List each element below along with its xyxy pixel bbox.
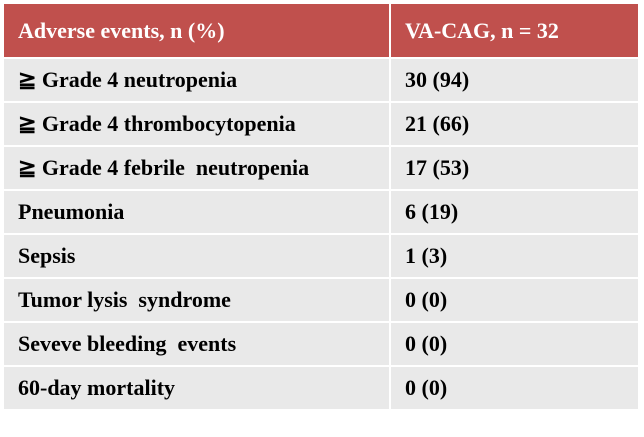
event-cell: Sepsis bbox=[2, 233, 391, 279]
table-row: ≧ Grade 4 thrombocytopenia 21 (66) bbox=[2, 101, 640, 147]
event-cell: Tumor lysis syndrome bbox=[2, 277, 391, 323]
header-cell: VA-CAG, n = 32 bbox=[389, 2, 640, 59]
table-row: Tumor lysis syndrome 0 (0) bbox=[2, 277, 640, 323]
event-cell: ≧ Grade 4 neutropenia bbox=[2, 57, 391, 103]
value-cell: 1 (3) bbox=[389, 233, 640, 279]
value-cell: 0 (0) bbox=[389, 321, 640, 367]
value-cell: 0 (0) bbox=[389, 365, 640, 411]
header-row: Adverse events, n (%) VA-CAG, n = 32 bbox=[2, 2, 640, 59]
value-cell: 17 (53) bbox=[389, 145, 640, 191]
table-row: Pneumonia 6 (19) bbox=[2, 189, 640, 235]
value-cell: 30 (94) bbox=[389, 57, 640, 103]
table-row: 60-day mortality 0 (0) bbox=[2, 365, 640, 411]
event-cell: ≧ Grade 4 thrombocytopenia bbox=[2, 101, 391, 147]
table-row: Sepsis 1 (3) bbox=[2, 233, 640, 279]
table-row: Seveve bleeding events 0 (0) bbox=[2, 321, 640, 367]
event-cell: Seveve bleeding events bbox=[2, 321, 391, 367]
table-row: ≧ Grade 4 neutropenia 30 (94) bbox=[2, 57, 640, 103]
value-cell: 21 (66) bbox=[389, 101, 640, 147]
event-cell: Pneumonia bbox=[2, 189, 391, 235]
value-cell: 6 (19) bbox=[389, 189, 640, 235]
table-header: Adverse events, n (%) VA-CAG, n = 32 bbox=[2, 2, 640, 59]
value-cell: 0 (0) bbox=[389, 277, 640, 323]
adverse-events-table: Adverse events, n (%) VA-CAG, n = 32 ≧ Gr… bbox=[2, 2, 640, 411]
header-cell: Adverse events, n (%) bbox=[2, 2, 391, 59]
table-row: ≧ Grade 4 febrile neutropenia 17 (53) bbox=[2, 145, 640, 191]
table-body: ≧ Grade 4 neutropenia 30 (94) ≧ Grade 4 th… bbox=[2, 57, 640, 411]
event-cell: 60-day mortality bbox=[2, 365, 391, 411]
event-cell: ≧ Grade 4 febrile neutropenia bbox=[2, 145, 391, 191]
